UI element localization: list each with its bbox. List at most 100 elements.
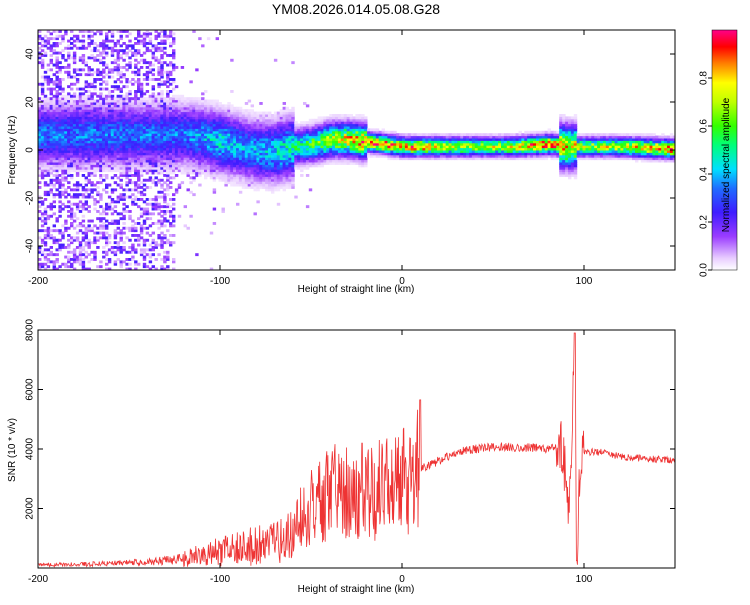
spectrogram-cell: [192, 109, 196, 113]
spectrogram-cell: [186, 162, 190, 165]
spectrogram-cell: [206, 116, 211, 120]
spectrogram-cell: [40, 92, 45, 96]
spectrogram-cell: [87, 193, 91, 197]
spectrogram-cell: [314, 152, 319, 156]
spectrogram-cell: [122, 58, 126, 62]
spectrogram-cell: [75, 147, 80, 151]
spectrogram-cell: [70, 82, 74, 86]
spectrogram-cell: [166, 80, 170, 84]
spectrogram-cell: [148, 42, 153, 45]
spectrogram-cell: [134, 118, 138, 122]
spectrogram-cell: [145, 42, 150, 45]
spectrogram-cell: [195, 109, 199, 113]
spectrogram-cell: [90, 195, 94, 199]
spectrogram-cell: [230, 104, 234, 108]
spectrogram-cell: [372, 150, 377, 153]
spectrogram-cell: [169, 61, 173, 65]
spectrogram-cell: [172, 121, 176, 125]
spectrogram-cell: [125, 181, 129, 185]
spectrogram-cell: [46, 145, 51, 149]
spectrogram-cell: [93, 202, 97, 206]
spectrogram-cell: [241, 157, 246, 161]
spectrogram-cell: [166, 106, 170, 110]
spectrogram-cell: [139, 253, 144, 257]
spectrogram-cell: [154, 121, 158, 125]
spectrogram-cell: [180, 128, 185, 132]
spectrogram-cell: [110, 212, 115, 216]
spectrogram-cell: [352, 150, 356, 153]
spectrogram-cell: [122, 145, 126, 149]
spectrogram-cell: [166, 102, 170, 105]
spectrogram-cell: [102, 147, 106, 151]
spectrogram-cell: [64, 142, 68, 146]
spectrogram-cell: [84, 267, 89, 270]
spectrogram-cell: [38, 114, 42, 117]
spectrogram-cell: [93, 135, 97, 139]
spectrogram-cell: [166, 159, 170, 163]
spectrogram-cell: [105, 123, 109, 127]
spectrogram-cell: [119, 75, 123, 79]
spectrogram-cell: [206, 142, 211, 146]
spectrogram-cell: [218, 166, 222, 170]
spectrogram-cell: [61, 178, 65, 182]
spectrogram-cell: [288, 142, 292, 146]
spectrogram-cell: [38, 265, 42, 269]
spectrogram-cell: [169, 121, 173, 125]
spectrogram-cell: [172, 133, 176, 137]
spectrogram-cell: [358, 152, 362, 156]
spectrogram-cell: [163, 236, 167, 240]
spectrogram-cell: [230, 106, 234, 110]
spectrogram-cell: [87, 114, 91, 117]
spectrogram-cell: [70, 222, 74, 225]
spectrogram-cell: [67, 138, 71, 141]
spectrogram-cell: [128, 246, 132, 249]
spectrogram-cell: [99, 30, 103, 33]
spectrogram-cell: [113, 123, 118, 127]
spectrogram-cell: [67, 171, 71, 175]
spectrogram-cell: [265, 138, 269, 141]
spectrogram-cell: [189, 166, 193, 170]
spectrogram-cell: [160, 210, 164, 213]
spectrogram-cell: [110, 116, 115, 120]
spectrogram-cell: [169, 109, 173, 113]
spectrogram-cell: [78, 30, 83, 33]
spectrogram-cell: [329, 147, 333, 151]
spectrogram-cell: [67, 166, 71, 170]
spectrogram-cell: [236, 126, 240, 129]
spectrogram-cell: [55, 70, 59, 74]
spectrogram-cell: [183, 104, 188, 108]
spectrogram-cell: [96, 73, 100, 77]
spectrogram-cell: [55, 159, 59, 163]
spectrogram-cell: [157, 99, 161, 103]
spectrogram-cell: [78, 258, 83, 261]
spectrogram-cell: [40, 39, 45, 43]
spectrogram-cell: [206, 162, 211, 165]
spectrogram-cell: [107, 116, 112, 120]
spectrogram-cell: [259, 145, 263, 149]
spectrogram-cell: [262, 174, 266, 177]
spectrogram-cell: [125, 236, 129, 240]
spectrogram-cell: [131, 166, 135, 170]
spectrogram-cell: [349, 159, 354, 163]
spectrogram-cell: [317, 118, 322, 122]
spectrogram-cell: [218, 174, 222, 177]
spectrogram-cell: [145, 207, 150, 211]
spectrogram-cell: [64, 147, 68, 151]
spectrogram-cell: [87, 210, 91, 213]
spectrogram-cell: [224, 174, 228, 177]
spectrogram-cell: [134, 238, 138, 242]
spectrogram-cell: [113, 157, 118, 161]
spectrogram-cell: [169, 154, 173, 158]
spectrogram-cell: [180, 130, 185, 134]
spectrogram-cell: [128, 121, 132, 125]
spectrogram-cell: [49, 171, 54, 175]
spectrogram-cell: [204, 118, 208, 122]
spectrogram-cell: [87, 243, 91, 247]
spectrogram-cell: [305, 152, 310, 156]
spectrogram-cell: [238, 147, 243, 151]
spectrogram-cell: [110, 54, 115, 57]
spectrogram-cell: [125, 140, 129, 144]
spectrogram-cell: [407, 142, 412, 146]
spectrogram-cell: [70, 169, 74, 173]
spectrogram-cell: [288, 126, 292, 129]
